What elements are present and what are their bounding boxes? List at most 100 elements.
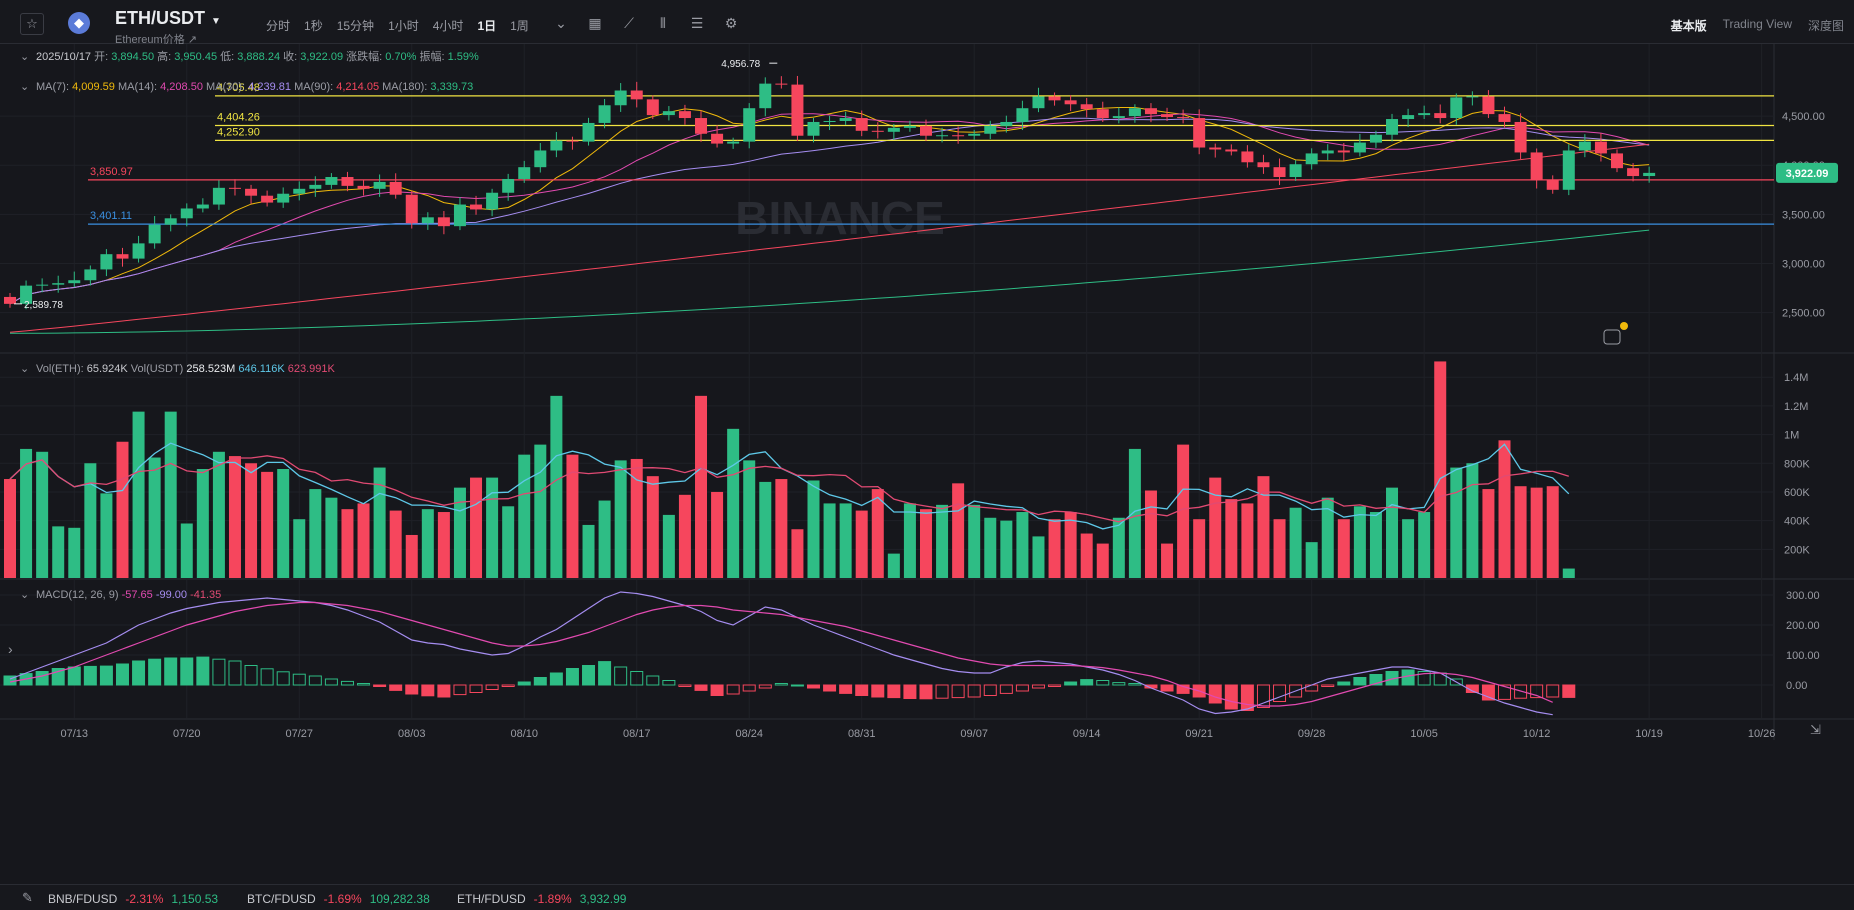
candle-body xyxy=(871,130,884,132)
price-axis-label: 4,500.00 xyxy=(1782,111,1825,123)
candle-body xyxy=(212,187,225,205)
volume-bar xyxy=(1434,361,1447,578)
candle-type-icon[interactable]: ⫴ xyxy=(660,15,666,31)
candle-body xyxy=(261,195,274,203)
volume-bar xyxy=(84,463,97,578)
pair-selector[interactable]: ETH/USDT ▼ xyxy=(115,8,221,29)
macd-histogram-bar xyxy=(919,684,933,700)
candle-body xyxy=(1032,96,1045,109)
volume-bar xyxy=(1305,542,1318,578)
macd-histogram-bar xyxy=(99,665,113,686)
candle-body xyxy=(180,208,193,219)
interval-tab-1[interactable]: 1秒 xyxy=(304,19,323,33)
calendar-icon[interactable]: ▦ xyxy=(588,15,602,31)
interval-tab-2[interactable]: 15分钟 xyxy=(336,19,375,33)
edit-icon[interactable]: ✎ xyxy=(22,890,33,905)
ohlc-info: 2025/10/17 开: 3,894.50 高: 3,950.45 低: 3,… xyxy=(36,49,479,63)
candle-body xyxy=(1450,97,1463,119)
candle-body xyxy=(759,83,772,109)
macd-histogram-bar xyxy=(774,683,788,686)
volume-bar xyxy=(839,503,852,578)
candle-body xyxy=(196,204,209,209)
macd-histogram-bar xyxy=(582,665,596,686)
interval-tab-0[interactable]: 分时 xyxy=(266,19,291,33)
volume-bar xyxy=(502,506,515,578)
ethereum-logo-icon: ◆ xyxy=(68,12,90,34)
candle-body xyxy=(277,193,290,203)
candle-body xyxy=(903,125,916,128)
x-axis-date-label: 07/13 xyxy=(61,728,89,740)
candle-body xyxy=(1402,115,1415,120)
macd-histogram-bar xyxy=(501,684,515,687)
x-axis-date-label: 08/10 xyxy=(510,728,538,740)
volume-bar xyxy=(582,524,595,578)
macd-histogram-bar xyxy=(1015,684,1029,692)
x-axis-date-label: 09/14 xyxy=(1073,728,1101,740)
candle-body xyxy=(1273,167,1286,178)
candle-body xyxy=(1209,147,1222,150)
candle-body xyxy=(968,133,981,136)
candle-body xyxy=(1177,117,1190,119)
volume-bar xyxy=(678,494,691,578)
macd-histogram-bar xyxy=(148,658,162,686)
indicator-icon[interactable]: ⟋ xyxy=(624,15,634,31)
volume-bar xyxy=(1386,487,1399,578)
view-tab-0[interactable]: 基本版 xyxy=(1670,19,1707,33)
macd-histogram-bar xyxy=(212,658,226,686)
gear-icon[interactable]: ⚙ xyxy=(724,15,738,31)
volume-bar xyxy=(1144,490,1157,578)
interval-tab-4[interactable]: 4小时 xyxy=(432,19,464,33)
settings-list-icon[interactable]: ☰ xyxy=(690,15,704,31)
view-switcher: 基本版 Trading View 深度图 xyxy=(1655,17,1844,34)
macd-histogram-bar xyxy=(67,666,81,686)
candle-body xyxy=(1337,150,1350,153)
volume-bar xyxy=(116,441,129,578)
candle-body xyxy=(405,194,418,224)
volume-bar xyxy=(1193,519,1206,578)
volume-bar xyxy=(550,395,563,578)
candle-body xyxy=(116,254,129,259)
x-axis-date-label: 08/31 xyxy=(848,728,876,740)
pair-subtitle-link[interactable]: Ethereum价格 ↗ xyxy=(115,34,197,46)
macd-histogram-bar xyxy=(1465,684,1479,693)
candle-body xyxy=(550,140,563,151)
view-tab-2[interactable]: 深度图 xyxy=(1807,19,1844,33)
candle-body xyxy=(1257,162,1270,168)
macd-histogram-bar xyxy=(1498,684,1512,700)
volume-bar xyxy=(1337,519,1350,578)
ticker-bnb[interactable]: BNB/FDUSD -2.31% 1,150.53 xyxy=(48,892,219,906)
candle-body xyxy=(1418,113,1431,116)
macd-histogram-bar xyxy=(115,663,129,686)
kline-chart[interactable]: 07/13 07/20 07/27 08/03 08/10 08/17 08/24 08/31… xyxy=(0,44,1854,884)
volume-bar xyxy=(228,456,241,578)
candle-body xyxy=(1016,108,1029,122)
candle-body xyxy=(775,83,788,85)
ticker-btc[interactable]: BTC/FDUSD -1.69% 109,282.38 xyxy=(247,892,430,906)
notification-dot-icon xyxy=(1620,322,1628,330)
macd-histogram-bar xyxy=(1176,684,1190,694)
macd-histogram-bar xyxy=(83,665,97,686)
ohlc-collapse-icon: ⌄ xyxy=(20,51,29,63)
candle-body xyxy=(1112,116,1125,119)
macd-histogram-bar xyxy=(260,668,274,686)
interval-tab-3[interactable]: 1小时 xyxy=(388,19,419,33)
chevron-down-icon[interactable]: ⌄ xyxy=(555,15,567,31)
volume-axis-label: 1.2M xyxy=(1784,401,1808,413)
volume-bar xyxy=(486,477,499,578)
ma180-line xyxy=(10,229,1650,334)
volume-bar xyxy=(1032,536,1045,578)
macd-axis-label: 100.00 xyxy=(1786,650,1820,662)
macd-histogram-bar xyxy=(1546,684,1560,698)
view-tab-1[interactable]: Trading View xyxy=(1722,17,1792,31)
ticker-eth[interactable]: ETH/FDUSD -1.89% 3,932.99 xyxy=(457,892,627,906)
macd-histogram-bar xyxy=(903,684,917,699)
volume-axis-label: 800K xyxy=(1784,458,1810,470)
interval-tab-6[interactable]: 1周 xyxy=(510,19,529,33)
volume-bar xyxy=(405,534,418,578)
macd-histogram-bar xyxy=(999,684,1013,694)
interval-tab-5[interactable]: 1日 xyxy=(477,19,497,33)
favorite-star-icon[interactable]: ☆ xyxy=(20,13,44,35)
volume-bar xyxy=(1546,486,1559,578)
volume-bar xyxy=(598,500,611,578)
volume-bar xyxy=(1418,512,1431,578)
